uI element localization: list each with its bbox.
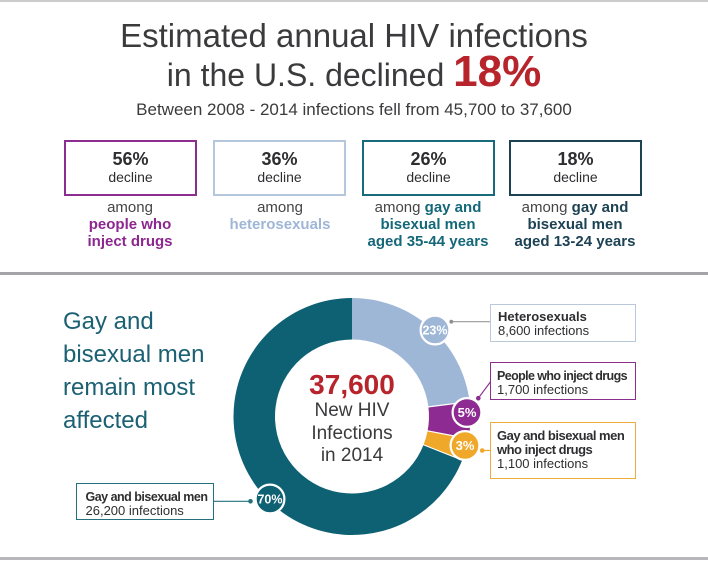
svg-text:70%: 70% — [257, 493, 282, 507]
svg-text:3%: 3% — [456, 438, 475, 453]
svg-text:23%: 23% — [422, 324, 447, 338]
svg-text:5%: 5% — [458, 405, 477, 420]
